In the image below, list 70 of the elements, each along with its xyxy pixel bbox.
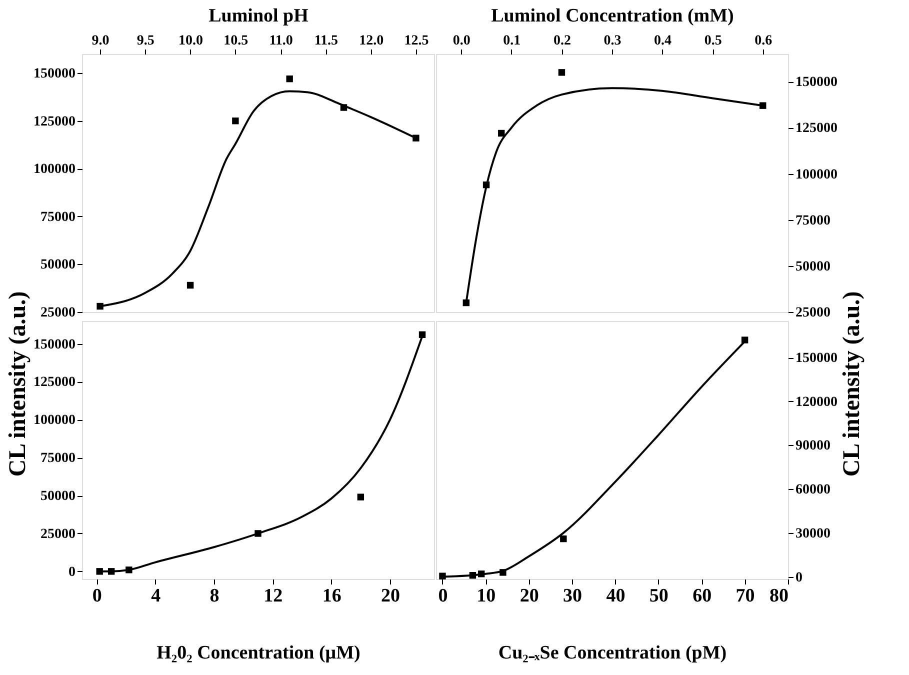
y-tick-label: 60000 [796,482,830,498]
x-tick-label: 9.0 [92,34,110,48]
y-tick-label: 90000 [796,438,830,454]
y-tick-label: 25000 [40,526,76,542]
y-tick-label: 125000 [34,375,76,390]
x-tick-label: 0.2 [553,34,571,48]
x-tick-label: 12.5 [404,34,429,48]
x-tick-label: 40 [606,586,626,606]
y-tick-label: 30000 [796,526,830,542]
point [232,118,239,124]
point [186,282,194,289]
x-axis-title: Luminol pH [208,6,309,26]
point [498,130,505,137]
x-tick-label: 20 [520,586,539,606]
x-tick-label: 11.0 [269,34,293,48]
y-tick-label: 125000 [34,114,76,130]
x-tick-label: 0 [92,586,102,606]
point [96,568,103,575]
x-axis-title: H₂0₂ Concentration (μM) [156,642,360,664]
y-tick-label: 150000 [34,66,76,82]
x-tick-label: 0.1 [503,34,521,48]
y-tick-label: 25000 [796,306,830,320]
x-tick-label: 8 [210,586,220,606]
x-tick-label: 0.0 [452,34,470,48]
x-tick-label: 0.4 [654,34,672,48]
y-tick-label: 75000 [796,213,830,228]
y-axis-title: CL intensity (a.u.) [5,291,31,477]
x-tick-label: 10 [476,586,496,606]
x-tick-label: 50 [649,586,668,606]
point [286,75,293,82]
x-tick-label: 10.5 [224,34,248,48]
y-tick-label: 125000 [796,121,838,136]
y-tick-label: 50000 [40,258,76,273]
y-axis-title: CL intensity (a.u.) [839,291,865,477]
point [558,69,566,76]
y-tick-label: 150000 [796,75,838,90]
x-axis-title: Cu₂₋ₓSe Concentration (pM) [498,642,727,664]
x-tick-label: 80 [770,586,788,606]
y-tick-label: 120000 [796,394,838,410]
x-tick-label: 12.0 [359,34,384,48]
x-tick-label: 4 [151,586,162,606]
x-tick-label: 60 [692,586,712,606]
x-tick-label: 0.6 [754,34,772,48]
y-tick-label: 50000 [796,259,830,274]
x-tick-label: 30 [563,586,582,606]
y-tick-label: 100000 [796,167,838,182]
x-tick-label: 12 [264,586,283,606]
point [560,535,567,542]
y-tick-label: 100000 [34,162,76,178]
x-tick-label: 10.0 [178,34,204,48]
x-tick-label: 11.5 [314,34,338,48]
x-tick-label: 70 [736,586,755,606]
y-tick-label: 75000 [40,210,76,225]
point [439,572,446,580]
x-tick-label: 0.3 [604,34,622,48]
x-tick-label: 0 [438,586,448,606]
y-tick-label: 150000 [34,337,76,352]
y-tick-label: 25000 [40,306,76,320]
x-tick-label: 9.5 [136,34,154,48]
y-tick-label: 100000 [34,413,76,428]
y-tick-label: 50000 [40,489,76,504]
x-axis-title: Luminol Concentration (mM) [491,6,734,26]
y-tick-label: 0 [796,570,802,586]
y-tick-label: 150000 [796,351,838,366]
x-tick-label: 0.5 [704,34,722,48]
point [357,494,364,500]
y-tick-label: 75000 [40,451,76,466]
x-tick-label: 16 [322,586,342,606]
x-tick-label: 20 [381,586,400,606]
y-tick-label: 0 [68,564,76,580]
